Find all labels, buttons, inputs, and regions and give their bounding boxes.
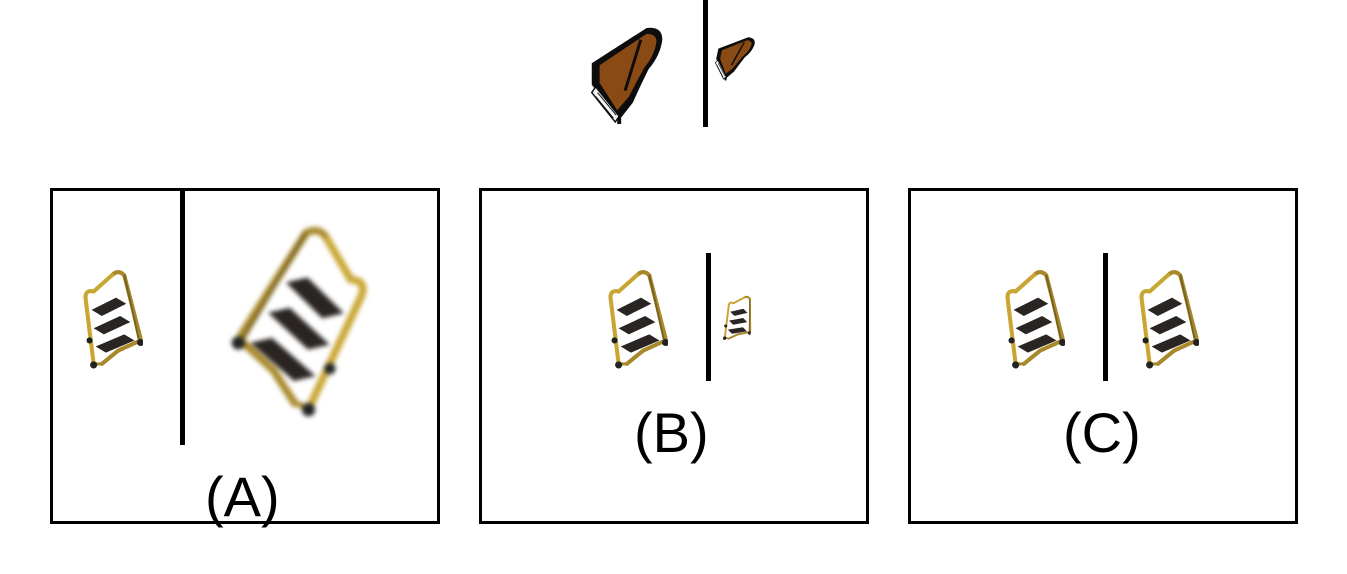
option-b-panel[interactable]: (B): [479, 188, 869, 524]
option-b-right-ladder: [718, 290, 759, 346]
reference-left-piano: [588, 26, 670, 124]
option-a-left-ladder: [81, 267, 143, 369]
option-a-panel[interactable]: (A): [50, 188, 440, 528]
option-c-panel[interactable]: (C): [908, 188, 1298, 524]
reference-right-piano: [710, 30, 759, 85]
option-c-label: (C): [1063, 401, 1141, 464]
option-a-right-ladder: [212, 206, 394, 427]
reference-pair: [580, 0, 770, 130]
option-a-divider: [180, 191, 185, 445]
option-c-right-ladder: [1137, 267, 1199, 369]
option-b-left-ladder: [606, 267, 668, 369]
option-c-divider: [1103, 253, 1108, 381]
option-a-label: (A): [205, 465, 280, 528]
option-c-left-ladder: [1003, 267, 1065, 369]
reference-divider: [703, 0, 708, 127]
option-b-label: (B): [634, 401, 709, 464]
option-b-divider: [706, 253, 711, 381]
